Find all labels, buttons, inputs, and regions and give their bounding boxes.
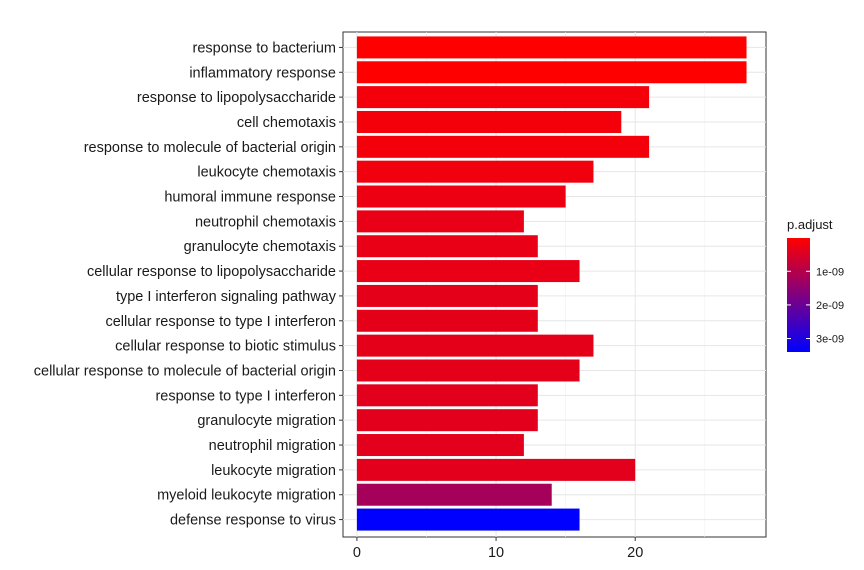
y-tick-label: defense response to virus (170, 513, 336, 529)
bar (356, 508, 580, 531)
legend-title: p.adjust (787, 217, 833, 232)
y-tick-label: cell chemotaxis (237, 115, 336, 131)
bar (356, 434, 524, 457)
bar (356, 135, 650, 158)
y-tick-label: humoral immune response (164, 190, 336, 206)
bar (356, 110, 622, 133)
bar (356, 160, 594, 183)
y-tick-label: cellular response to molecule of bacteri… (34, 363, 336, 379)
bar (356, 86, 650, 109)
y-tick-label: granulocyte chemotaxis (184, 239, 336, 255)
y-tick-label: response to bacterium (193, 40, 336, 56)
x-tick-label: 0 (353, 545, 361, 561)
y-tick-label: leukocyte chemotaxis (197, 165, 336, 181)
y-tick-label: granulocyte migration (197, 413, 336, 429)
bar (356, 235, 538, 258)
bar (356, 61, 747, 84)
bar (356, 409, 538, 432)
y-tick-label: type I interferon signaling pathway (116, 289, 337, 305)
y-tick-label: myeloid leukocyte migration (157, 488, 336, 504)
y-tick-label: response to lipopolysaccharide (137, 90, 336, 106)
bar (356, 185, 566, 208)
bar (356, 359, 580, 382)
legend-tick-label: 2e-09 (816, 300, 844, 312)
legend-colorbar (787, 238, 810, 352)
y-tick-label: cellular response to biotic stimulus (115, 339, 336, 355)
y-tick-label: leukocyte migration (211, 463, 336, 479)
bar (356, 384, 538, 407)
bar (356, 260, 580, 283)
bars (356, 36, 747, 531)
legend-tick-label: 3e-09 (816, 334, 844, 346)
y-tick-label: cellular response to lipopolysaccharide (87, 264, 336, 280)
y-tick-label: neutrophil chemotaxis (195, 214, 336, 230)
x-tick-label: 20 (627, 545, 643, 561)
bar (356, 210, 524, 233)
y-tick-label: inflammatory response (189, 65, 336, 81)
y-axis-ticks: response to bacterium inflammatory respon… (34, 40, 343, 529)
bar (356, 483, 552, 506)
bar (356, 458, 636, 481)
y-tick-label: response to molecule of bacterial origin (84, 140, 336, 156)
bar (356, 36, 747, 59)
x-tick-label: 10 (488, 545, 504, 561)
legend: p.adjust 1e-09 2e-09 3e-09 (787, 217, 844, 352)
x-axis-ticks: 0 10 20 (353, 537, 643, 561)
y-tick-label: cellular response to type I interferon (105, 314, 336, 330)
y-tick-label: response to type I interferon (155, 388, 336, 404)
bar (356, 284, 538, 307)
y-tick-label: neutrophil migration (209, 438, 336, 454)
bar (356, 309, 538, 332)
legend-tick-label: 1e-09 (816, 266, 844, 278)
bar (356, 334, 594, 357)
